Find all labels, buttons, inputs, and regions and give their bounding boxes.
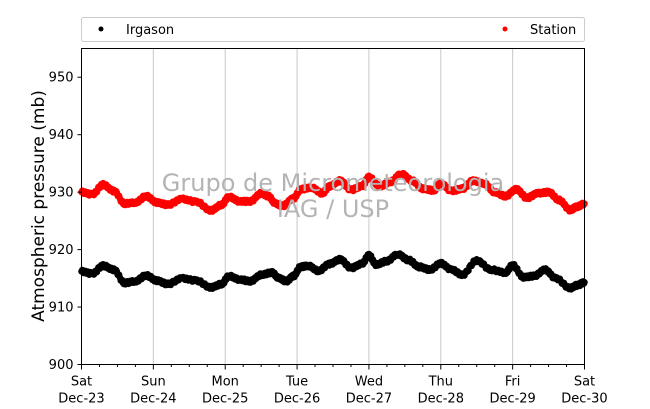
y-tick-label: 920 [49, 243, 74, 258]
y-tick-label: 910 [49, 301, 74, 316]
x-tick-label-day: Sun [141, 375, 166, 390]
x-tick-label-date: Dec-30 [561, 392, 607, 407]
x-tick-label-day: Fri [505, 375, 521, 390]
y-tick-label: 930 [49, 186, 74, 201]
legend-label-station: Station [530, 23, 576, 38]
legend: Irgason Station [81, 17, 585, 42]
x-tick-label-day: Tue [285, 375, 308, 390]
y-axis: 900 910 920 930 940 950 [49, 71, 82, 373]
grid-lines [152, 48, 514, 365]
x-tick-label-date: Dec-29 [489, 392, 535, 407]
x-tick-label-date: Dec-25 [202, 392, 248, 407]
y-axis-label: Atmospheric pressure (mb) [29, 90, 49, 322]
x-tick-label-day: Wed [355, 375, 383, 390]
x-tick-label-date: Dec-23 [58, 392, 104, 407]
x-axis: Sat Dec-23 Sun Dec-24 Mon Dec-25 Tue Dec-26 Wed D… [58, 364, 608, 407]
x-tick-label-date: Dec-28 [418, 392, 464, 407]
x-tick-label-day: Thu [428, 375, 453, 390]
watermark-line-2: IAG / USP [277, 195, 389, 223]
legend-box [81, 17, 585, 42]
watermark: Grupo de Micrometeorologia IAG / USP [162, 169, 504, 223]
x-tick-label-date: Dec-26 [274, 392, 320, 407]
legend-label-irgason: Irgason [126, 23, 174, 38]
y-tick-label: 950 [49, 71, 74, 86]
x-tick-label-day: Mon [212, 375, 239, 390]
x-tick-label-date: Dec-24 [130, 392, 176, 407]
series-station [78, 170, 588, 215]
data-series [78, 170, 588, 293]
legend-marker-irgason [98, 26, 104, 32]
legend-marker-station [502, 26, 508, 32]
y-tick-label: 900 [49, 358, 74, 373]
y-tick-label: 940 [49, 128, 74, 143]
x-tick-label-day: Sat [574, 375, 595, 390]
series-irgason [78, 250, 588, 293]
watermark-line-1: Grupo de Micrometeorologia [162, 169, 504, 197]
x-tick-label-day: Sat [71, 375, 92, 390]
x-tick-label-date: Dec-27 [346, 392, 392, 407]
